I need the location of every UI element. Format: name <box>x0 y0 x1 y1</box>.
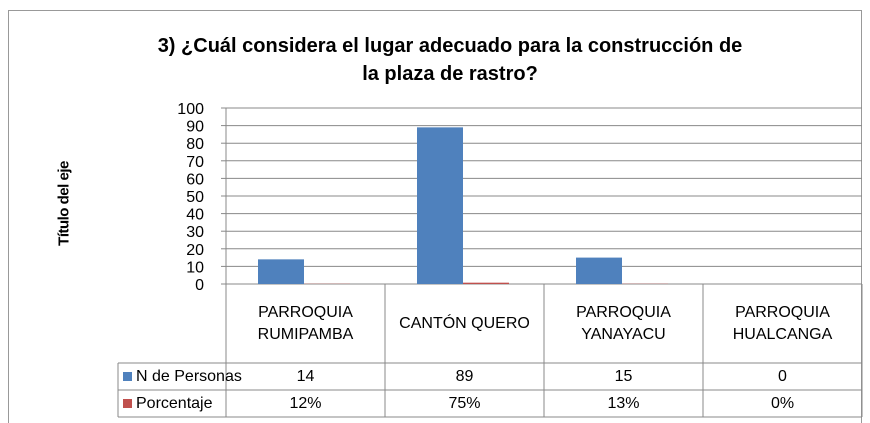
bar <box>258 259 304 284</box>
legend-swatch <box>123 372 132 381</box>
chart-title: 3) ¿Cuál considera el lugar adecuado par… <box>157 35 743 85</box>
legend-swatch <box>123 399 132 408</box>
table-value: 12% <box>289 394 322 412</box>
bar <box>576 257 622 284</box>
y-axis-title: Título del eje <box>55 161 73 246</box>
table-value: 13% <box>607 394 640 412</box>
y-tick-label: 20 <box>186 242 204 259</box>
legend-label: N de Personas <box>136 367 242 385</box>
y-tick-label: 50 <box>186 189 204 206</box>
table-value: 89 <box>455 367 474 385</box>
y-tick-label: 80 <box>186 136 204 153</box>
y-tick-label: 10 <box>186 259 204 276</box>
y-tick-label: 40 <box>186 207 204 224</box>
y-tick-label: 30 <box>186 224 204 241</box>
y-tick-label: 60 <box>186 171 204 188</box>
legend-label: Porcentaje <box>136 394 213 412</box>
bar <box>463 282 509 284</box>
y-tick-label: 90 <box>186 119 204 136</box>
category-label: PARROQUIA RUMIPAMBA <box>257 303 354 343</box>
y-tick-label: 100 <box>177 101 204 118</box>
table-value: 75% <box>448 394 481 412</box>
table-value: 0 <box>778 367 787 385</box>
category-label: PARROQUIA HUALCANGA <box>732 303 833 343</box>
bar <box>417 127 463 284</box>
category-label: PARROQUIA YANAYACU <box>576 303 671 343</box>
table-value: 14 <box>296 367 315 385</box>
y-tick-label: 0 <box>195 277 204 294</box>
y-tick-label: 70 <box>186 154 204 171</box>
table-value: 15 <box>614 367 633 385</box>
category-label: CANTÓN QUERO <box>399 314 530 332</box>
table-value: 0% <box>770 394 795 412</box>
